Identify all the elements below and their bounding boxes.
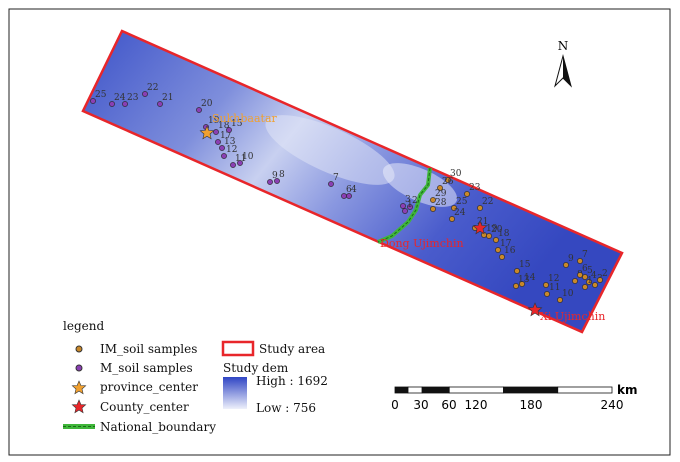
sample-id: 1 — [407, 200, 413, 210]
sample-id: 9 — [568, 254, 574, 264]
sample-id: 1 — [587, 276, 593, 286]
sample-id: 24 — [454, 208, 466, 218]
legend-label: province_center — [100, 380, 198, 394]
legend-label: IM_soil samples — [100, 342, 197, 356]
scale-segment — [504, 387, 558, 393]
legend-label: M_soil samples — [100, 361, 193, 375]
scale-label: 120 — [465, 398, 488, 412]
legend-swatch — [76, 365, 82, 371]
sample-id: 20 — [201, 99, 213, 109]
legend-swatch — [72, 400, 85, 413]
scale-label: 240 — [601, 398, 624, 412]
legend-label: Study area — [259, 342, 325, 356]
sample-id: 28 — [435, 198, 447, 208]
sample-id: 18 — [498, 229, 510, 239]
province-label: Sukhbaatar — [212, 112, 278, 125]
scale-label: 60 — [441, 398, 456, 412]
county-label: Xi Ujimchin — [540, 310, 605, 323]
sample-id: 4 — [351, 185, 357, 195]
county-label: Dong Ujimchin — [380, 237, 464, 250]
sample-id: 25 — [456, 197, 468, 207]
scale-label: 180 — [520, 398, 543, 412]
scale-label: 30 — [413, 398, 428, 412]
sample-id: 10 — [562, 289, 574, 299]
legend-label: County_center — [100, 400, 189, 414]
sample-id: 16 — [504, 246, 516, 256]
legend-swatch — [223, 342, 253, 355]
scale-segment — [408, 387, 422, 393]
sample-id: 23 — [127, 93, 139, 103]
dem-ramp — [223, 377, 247, 409]
sample-id: 8 — [279, 170, 285, 180]
sample-id: 25 — [95, 90, 107, 100]
legend-swatch — [72, 381, 85, 394]
scale-unit: km — [617, 383, 637, 397]
scale-label: 0 — [391, 398, 399, 412]
legend-label: Study dem — [223, 361, 289, 375]
sample-id: 2 — [412, 196, 418, 206]
sample-id: 13 — [518, 275, 530, 285]
legend-swatch — [76, 346, 82, 352]
sample-id: 23 — [469, 183, 481, 193]
legend-title: legend — [63, 319, 104, 333]
sample-id: 22 — [482, 197, 493, 207]
dem-raster — [83, 31, 622, 332]
sample-id: 7 — [582, 250, 588, 260]
north-label: N — [558, 39, 569, 53]
sample-id: 2 — [602, 269, 608, 279]
legend: legend IM_soil samples M_soil samples pr… — [63, 319, 328, 434]
sample-id: 10 — [242, 152, 254, 162]
sample-id: 15 — [519, 260, 531, 270]
legend-label: High : 1692 — [256, 374, 328, 388]
map-figure: 2524232221201918171513121110987643213026… — [0, 0, 680, 462]
sample-id: 7 — [333, 173, 339, 183]
sample-id: 26 — [442, 177, 454, 187]
scale-segment — [558, 387, 612, 393]
sample-id: 22 — [147, 83, 158, 93]
sample-id: 21 — [162, 93, 173, 103]
scale-segment — [449, 387, 503, 393]
legend-label: Low : 756 — [256, 401, 316, 415]
scale-segment — [395, 387, 408, 393]
scale-segment — [422, 387, 449, 393]
legend-label: National_boundary — [100, 420, 216, 434]
sample-id: 11 — [549, 283, 560, 293]
